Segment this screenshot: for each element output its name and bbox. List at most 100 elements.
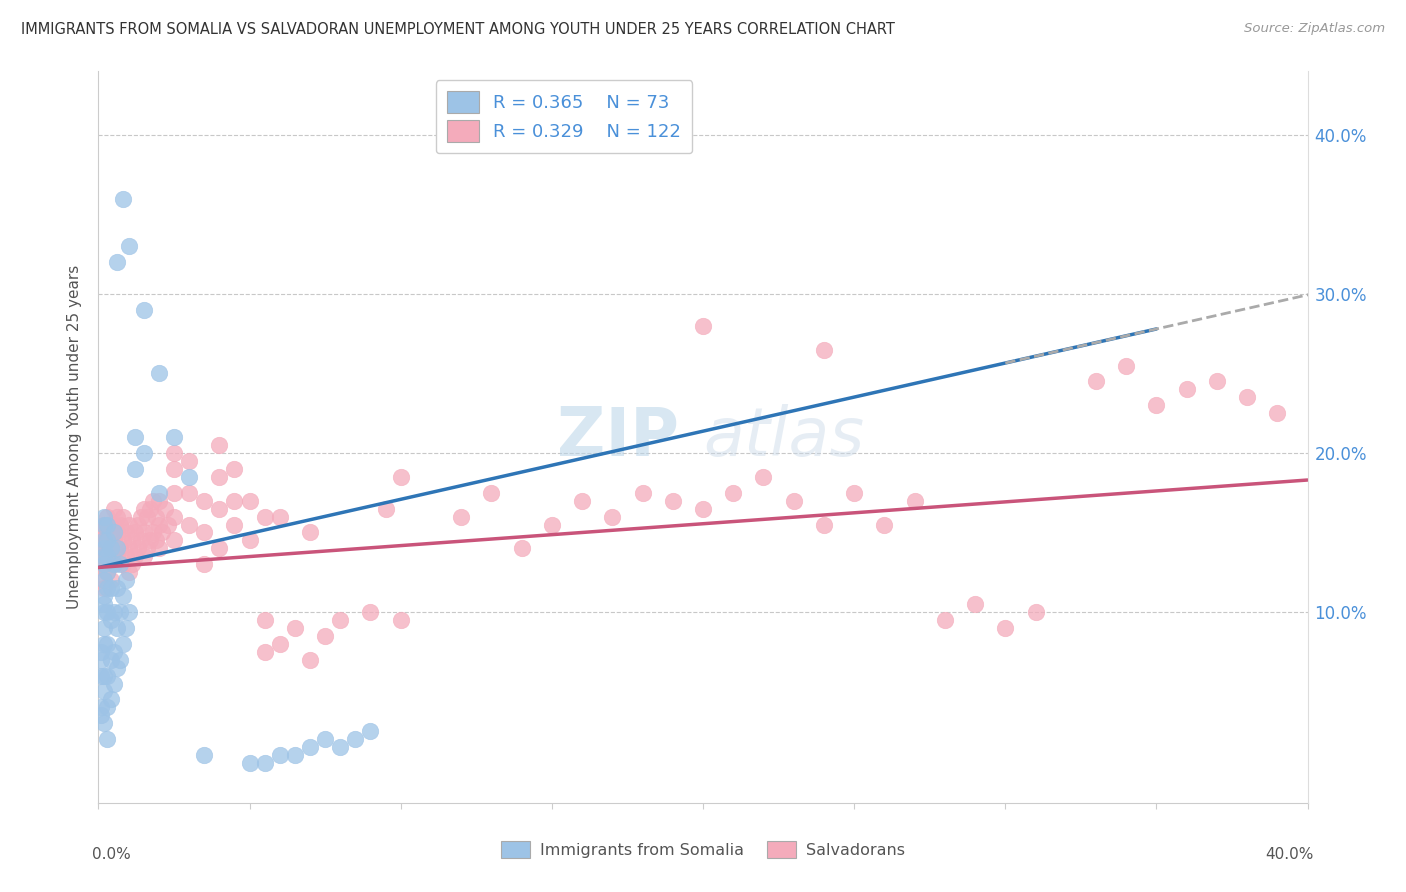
Point — [132, 549, 155, 564]
Point — [163, 462, 186, 476]
Point — [450, 509, 472, 524]
Point — [93, 525, 115, 540]
Point — [100, 525, 122, 540]
Point — [124, 525, 146, 540]
Point — [179, 517, 201, 532]
Point — [108, 541, 131, 556]
Point — [108, 558, 131, 572]
Point — [93, 605, 115, 619]
Point — [103, 501, 125, 516]
Text: Source: ZipAtlas.com: Source: ZipAtlas.com — [1244, 22, 1385, 36]
Point — [93, 684, 115, 698]
Point — [127, 541, 149, 556]
Point — [105, 255, 128, 269]
Point — [193, 748, 215, 763]
Point — [389, 470, 412, 484]
Point — [208, 541, 231, 556]
Point — [540, 517, 562, 532]
Point — [813, 517, 835, 532]
Point — [148, 493, 170, 508]
Point — [93, 509, 115, 524]
Point — [111, 558, 134, 572]
Point — [148, 367, 170, 381]
Point — [105, 581, 128, 595]
Point — [844, 485, 866, 500]
Point — [389, 613, 412, 627]
Point — [132, 501, 155, 516]
Point — [135, 541, 157, 556]
Point — [299, 740, 322, 755]
Point — [103, 525, 125, 540]
Point — [253, 613, 276, 627]
Point — [96, 700, 118, 714]
Point — [142, 525, 165, 540]
Point — [103, 558, 125, 572]
Point — [90, 645, 112, 659]
Point — [96, 517, 118, 532]
Legend: Immigrants from Somalia, Salvadorans: Immigrants from Somalia, Salvadorans — [495, 835, 911, 864]
Point — [132, 302, 155, 317]
Point — [224, 517, 246, 532]
Point — [124, 549, 146, 564]
Point — [284, 621, 307, 635]
Point — [661, 493, 683, 508]
Point — [284, 748, 307, 763]
Point — [100, 581, 122, 595]
Point — [96, 732, 118, 747]
Point — [179, 485, 201, 500]
Point — [111, 589, 134, 603]
Point — [148, 517, 170, 532]
Y-axis label: Unemployment Among Youth under 25 years: Unemployment Among Youth under 25 years — [67, 265, 83, 609]
Point — [96, 533, 118, 548]
Point — [1115, 359, 1137, 373]
Point — [121, 558, 143, 572]
Point — [510, 541, 533, 556]
Point — [124, 462, 146, 476]
Point — [163, 430, 186, 444]
Point — [129, 533, 152, 548]
Point — [100, 653, 122, 667]
Point — [145, 533, 167, 548]
Point — [224, 462, 246, 476]
Text: atlas: atlas — [703, 404, 865, 470]
Point — [93, 541, 115, 556]
Point — [118, 239, 141, 253]
Point — [481, 485, 503, 500]
Point — [96, 581, 118, 595]
Point — [93, 589, 115, 603]
Point — [90, 541, 112, 556]
Text: ZIP: ZIP — [557, 404, 679, 470]
Point — [224, 493, 246, 508]
Point — [253, 756, 276, 770]
Point — [96, 509, 118, 524]
Point — [1144, 398, 1167, 412]
Point — [105, 621, 128, 635]
Point — [90, 533, 112, 548]
Point — [163, 509, 186, 524]
Point — [692, 501, 714, 516]
Point — [1085, 375, 1108, 389]
Point — [994, 621, 1017, 635]
Point — [179, 470, 201, 484]
Point — [239, 493, 262, 508]
Point — [90, 525, 112, 540]
Point — [142, 493, 165, 508]
Point — [111, 509, 134, 524]
Point — [90, 700, 112, 714]
Point — [723, 485, 745, 500]
Point — [269, 509, 291, 524]
Point — [93, 517, 115, 532]
Point — [90, 573, 112, 587]
Point — [208, 438, 231, 452]
Point — [93, 541, 115, 556]
Point — [1024, 605, 1046, 619]
Point — [299, 525, 322, 540]
Point — [269, 637, 291, 651]
Point — [269, 748, 291, 763]
Point — [105, 509, 128, 524]
Point — [105, 541, 128, 556]
Text: 0.0%: 0.0% — [93, 847, 131, 862]
Point — [93, 533, 115, 548]
Point — [329, 613, 352, 627]
Point — [156, 517, 179, 532]
